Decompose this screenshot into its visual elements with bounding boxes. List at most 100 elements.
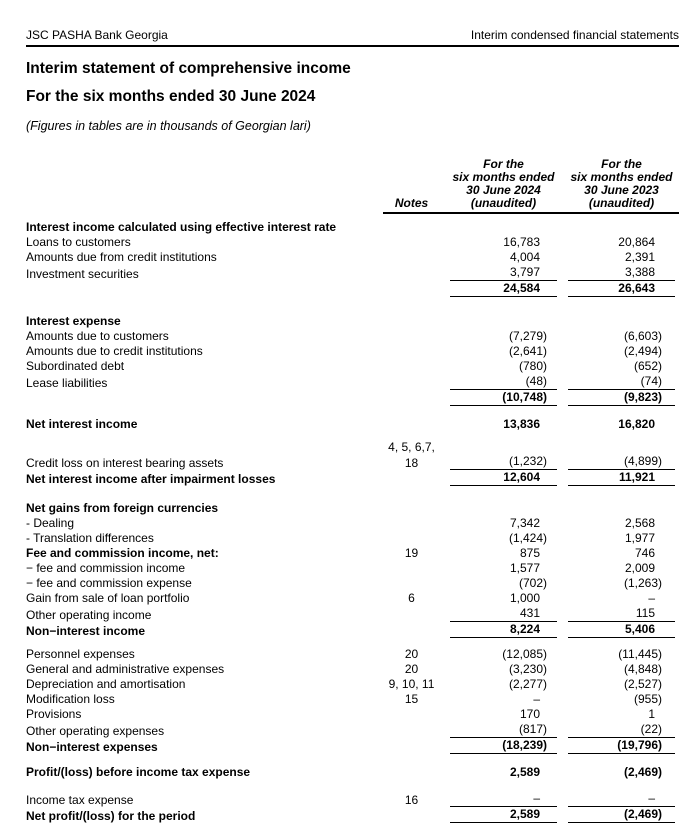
table-body: Interest income calculated using effecti…	[26, 219, 679, 823]
value-2024: 4,004	[509, 250, 540, 264]
table-row: General and administrative expenses 20 (3,…	[26, 661, 679, 676]
value-2024: (2,277)	[508, 677, 547, 691]
value-2023: 746	[634, 546, 655, 560]
table-row: Amounts due to credit institutions (2,641…	[26, 343, 679, 358]
row-label: General and administrative expenses	[26, 662, 225, 676]
value-2023: (2,469)	[623, 765, 662, 779]
table-row: - Translation differences (1,424) 1,977	[26, 530, 679, 545]
row-label: Subordinated debt	[26, 359, 125, 373]
value-2024: (1,424)	[508, 531, 547, 545]
value-2024: (10,748)	[450, 390, 557, 406]
table-row: 4, 5, 6,7,	[26, 439, 679, 454]
table-row: Net interest income 13,836 16,820	[26, 416, 679, 431]
row-label: Loans to customers	[26, 235, 131, 249]
value-2024: (1,232)	[450, 454, 557, 470]
value-2023: (9,823)	[568, 390, 675, 406]
value-2024: (780)	[518, 359, 547, 373]
value-2023: (4,848)	[623, 662, 662, 676]
table-row: Investment securities 3,797 3,388	[26, 265, 679, 281]
value-2023: (2,469)	[568, 807, 675, 823]
value-2024: 170	[519, 707, 540, 721]
value-2023: 3,388	[568, 265, 675, 281]
table-row: Credit loss on interest bearing assets 18…	[26, 454, 679, 470]
row-label: Income tax expense	[26, 793, 134, 807]
column-header-2024-line4: (unaudited)	[470, 196, 537, 210]
row-label: Net profit/(loss) for the period	[26, 809, 196, 823]
value-2024: (48)	[450, 374, 557, 390]
row-label: − fee and commission expense	[26, 576, 192, 590]
statement-table: Notes For the six months ended 30 June 2…	[26, 158, 679, 823]
value-2023: (74)	[568, 374, 675, 390]
table-row: − fee and commission expense (702) (1,263)	[26, 575, 679, 590]
row-label: Lease liabilities	[26, 376, 108, 390]
column-header-2024-line3: 30 June 2024	[466, 183, 541, 197]
value-2023: (22)	[568, 722, 675, 738]
document-header: JSC PASHA Bank Georgia Interim condensed…	[26, 29, 679, 47]
value-2023: 115	[568, 606, 675, 622]
value-2023: –	[568, 791, 675, 807]
row-label: Net interest income after impairment los…	[26, 472, 276, 486]
value-2024: –	[450, 791, 557, 807]
table-row: Amounts due from credit institutions 4,00…	[26, 249, 679, 264]
value-2024: 7,342	[509, 516, 540, 530]
table-row: Provisions 170 1	[26, 706, 679, 721]
row-label: - Dealing	[26, 516, 75, 530]
column-header-2024-line1: For the	[483, 157, 524, 171]
value-2023: (652)	[633, 359, 662, 373]
value-2024: 431	[450, 606, 557, 622]
table-row: Amounts due to customers (7,279) (6,603)	[26, 328, 679, 343]
value-2023: (1,263)	[623, 576, 662, 590]
column-header-2023-line3: 30 June 2023	[584, 183, 659, 197]
value-2024: 1,577	[509, 561, 540, 575]
table-row: Profit/(loss) before income tax expense 2…	[26, 764, 679, 779]
value-2024: 13,836	[503, 417, 540, 431]
table-header: Notes For the six months ended 30 June 2…	[26, 158, 679, 214]
value-2024: 8,224	[450, 622, 557, 638]
table-row: Depreciation and amortisation 9, 10, 11 (2…	[26, 676, 679, 691]
row-label: Other operating expenses	[26, 724, 165, 738]
value-2024: (3,230)	[508, 662, 547, 676]
figures-note: (Figures in tables are in thousands of G…	[26, 119, 311, 133]
row-label: Provisions	[26, 707, 82, 721]
row-label: Depreciation and amortisation	[26, 677, 186, 691]
row-notes: 15	[404, 692, 419, 706]
row-label: Personnel expenses	[26, 647, 135, 661]
value-2024: (2,641)	[508, 344, 547, 358]
value-2024: 3,797	[450, 265, 557, 281]
value-2023: 2,009	[624, 561, 655, 575]
table-row: Personnel expenses 20 (12,085) (11,445)	[26, 646, 679, 661]
table-row: Interest expense	[26, 313, 679, 328]
value-2024: –	[533, 692, 540, 706]
value-2023: 1,977	[624, 531, 655, 545]
row-label: Investment securities	[26, 267, 139, 281]
row-label: Amounts due from credit institutions	[26, 250, 217, 264]
column-header-2023: For the six months ended 30 June 2023 (u…	[568, 158, 675, 210]
column-header-2023-line4: (unaudited)	[588, 196, 655, 210]
table-row: Other operating expenses (817) (22)	[26, 722, 679, 738]
table-row: Fee and commission income, net: 19 875 746	[26, 545, 679, 560]
header-columns: Notes For the six months ended 30 June 2…	[383, 158, 679, 214]
value-2023: 1	[648, 707, 655, 721]
value-2024: 12,604	[450, 470, 557, 486]
column-header-2024: For the six months ended 30 June 2024 (u…	[450, 158, 557, 210]
row-notes: 20	[404, 647, 419, 661]
value-2024: (12,085)	[502, 647, 547, 661]
column-header-2023-line1: For the	[601, 157, 642, 171]
table-row: - Dealing 7,342 2,568	[26, 515, 679, 530]
table-row: Interest income calculated using effecti…	[26, 219, 679, 234]
table-row: Net profit/(loss) for the period 2,589 (2,…	[26, 807, 679, 823]
table-row: − fee and commission income 1,577 2,009	[26, 560, 679, 575]
value-2023: 26,643	[568, 281, 675, 297]
table-row: Loans to customers 16,783 20,864	[26, 234, 679, 249]
value-2024: 875	[519, 546, 540, 560]
value-2023: (955)	[633, 692, 662, 706]
row-notes: 4, 5, 6,7,	[388, 440, 435, 454]
table-row: Lease liabilities (48) (74)	[26, 374, 679, 390]
company-name: JSC PASHA Bank Georgia	[26, 28, 168, 42]
value-2023: (11,445)	[618, 647, 662, 661]
row-label: Modification loss	[26, 692, 115, 706]
row-notes: 9, 10, 11	[388, 677, 435, 691]
row-notes: 19	[404, 546, 419, 560]
value-2024: (702)	[518, 576, 547, 590]
